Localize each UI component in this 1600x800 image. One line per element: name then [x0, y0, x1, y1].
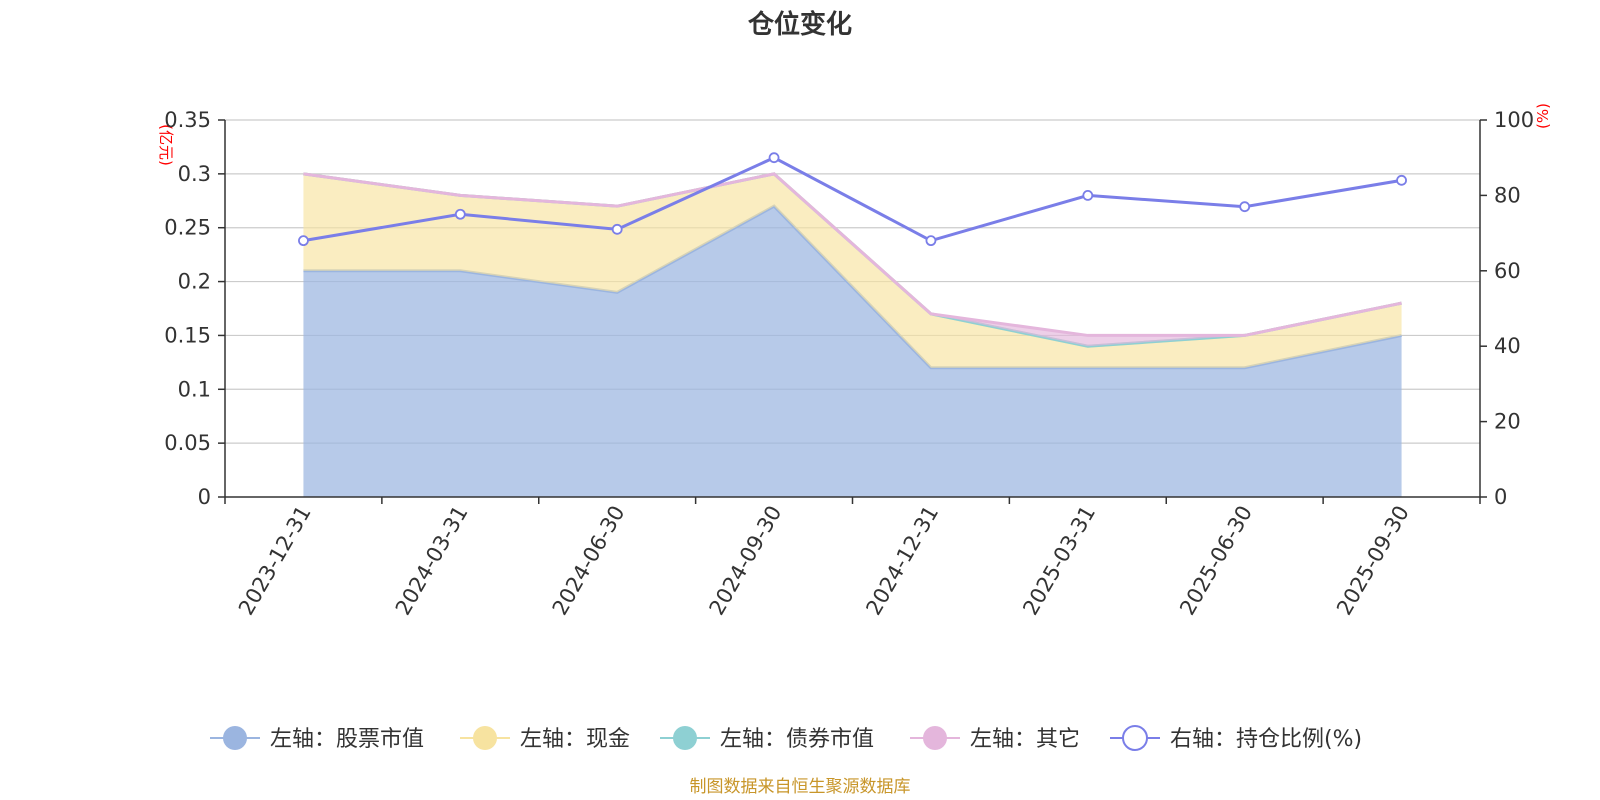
x-axis-tick-label: 2024-12-31 [861, 502, 943, 620]
legend-label: 左轴：现金 [520, 727, 630, 752]
right-axis-tick-label: 80 [1494, 183, 1521, 207]
chart-title: 仓位变化 [747, 9, 852, 40]
left-axis-tick-label: 0.2 [178, 270, 211, 294]
ratio-point [1396, 174, 1407, 186]
legend-label: 左轴：股票市值 [270, 727, 424, 752]
left-axis-unit: (亿元) [157, 124, 175, 166]
legend-item[interactable]: 左轴：债券市值 [660, 726, 874, 752]
source-note: 制图数据来自恒生聚源数据库 [690, 777, 911, 797]
legend[interactable]: 左轴：股票市值 左轴：现金 左轴：债券市值 左轴：其它 右轴：持仓比例(%) [210, 725, 1362, 752]
ratio-point [611, 223, 623, 235]
area-edge-3 [303, 172, 1402, 337]
x-axis-tick-label: 2025-03-31 [1018, 502, 1100, 620]
right-axis-tick-label: 100 [1494, 108, 1534, 132]
area-1 [303, 173, 1402, 368]
left-axis-tick-label: 0 [198, 485, 211, 509]
right-axis-tick-label: 60 [1494, 259, 1521, 283]
area-0 [303, 206, 1402, 497]
stacked-areas [303, 172, 1402, 497]
ratio-point [298, 235, 309, 247]
ratio-point [454, 208, 466, 220]
legend-item[interactable]: 左轴：股票市值 [210, 726, 424, 752]
right-axis-unit: (%) [1534, 103, 1552, 129]
left-axis-tick-label: 0.25 [164, 216, 211, 240]
left-axis-tick-label: 0.3 [178, 162, 211, 186]
legend-label: 左轴：其它 [970, 727, 1080, 752]
ratio-point [768, 152, 780, 164]
ratio-point [1082, 189, 1094, 201]
legend-label: 左轴：债券市值 [720, 727, 874, 752]
legend-swatch-marker [223, 726, 247, 750]
x-axis-tick-label: 2024-09-30 [705, 502, 787, 620]
legend-swatch-marker [923, 726, 947, 750]
left-axis-tick-label: 0.05 [164, 431, 211, 455]
legend-item[interactable]: 右轴：持仓比例(%) [1110, 725, 1362, 752]
left-axis-tick-label: 0.1 [178, 377, 211, 401]
x-axis-tick-label: 2024-03-31 [391, 502, 473, 620]
right-axis-tick-label: 0 [1494, 485, 1507, 509]
ratio-point [1239, 201, 1251, 213]
x-axis-tick-label: 2025-09-30 [1332, 502, 1414, 620]
left-axis-tick-label: 0.35 [164, 108, 211, 132]
ratio-line [298, 152, 1407, 247]
right-axis-tick-label: 40 [1494, 334, 1521, 358]
legend-swatch-marker [473, 726, 497, 750]
x-axis-tick-label: 2024-06-30 [548, 502, 630, 620]
x-axis-tick-label: 2023-12-31 [234, 502, 316, 620]
x-axis-tick-label: 2025-06-30 [1175, 502, 1257, 620]
ratio-line-path [303, 156, 1402, 243]
right-axis-tick-label: 20 [1494, 410, 1521, 434]
legend-swatch-marker [1122, 725, 1148, 751]
legend-item[interactable]: 左轴：现金 [460, 726, 630, 752]
legend-item[interactable]: 左轴：其它 [910, 726, 1080, 752]
ratio-point [925, 235, 937, 247]
legend-swatch-marker [673, 726, 697, 750]
left-axis-tick-label: 0.15 [164, 323, 211, 347]
legend-label: 右轴：持仓比例(%) [1170, 727, 1362, 752]
